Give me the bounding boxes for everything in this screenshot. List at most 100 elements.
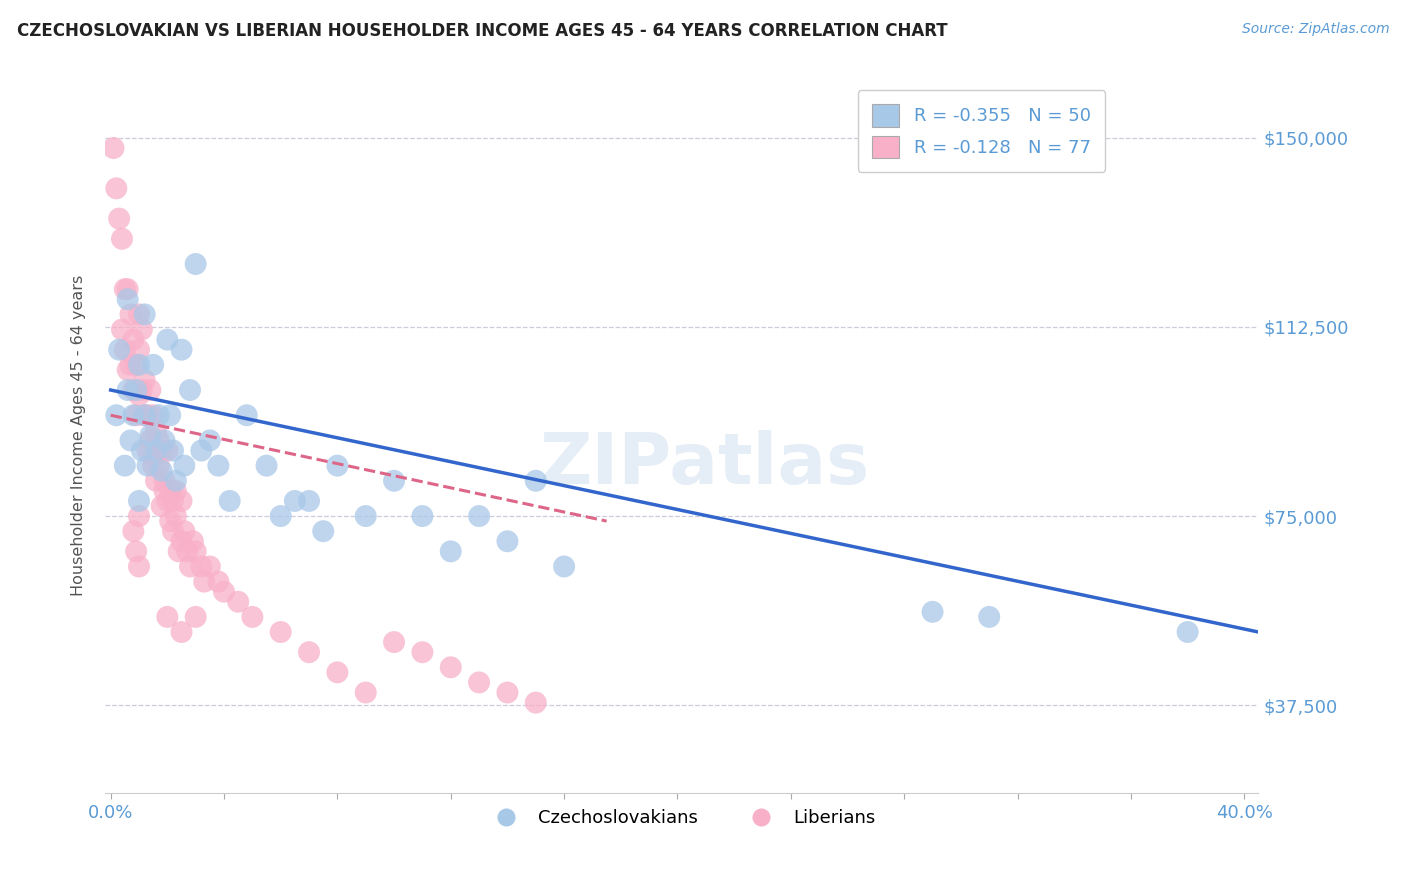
Point — [326, 665, 349, 680]
Point — [382, 474, 405, 488]
Point — [105, 181, 128, 195]
Point — [176, 544, 198, 558]
Point — [125, 544, 148, 558]
Point — [524, 696, 547, 710]
Point — [153, 474, 176, 488]
Point — [139, 383, 162, 397]
Point — [111, 232, 134, 246]
Point — [167, 544, 190, 558]
Point — [139, 428, 162, 442]
Point — [411, 509, 433, 524]
Point — [440, 544, 463, 558]
Point — [218, 494, 240, 508]
Point — [298, 494, 321, 508]
Point — [170, 625, 193, 640]
Point — [120, 307, 142, 321]
Text: Source: ZipAtlas.com: Source: ZipAtlas.com — [1241, 22, 1389, 37]
Point — [108, 343, 131, 357]
Point — [117, 282, 139, 296]
Point — [162, 443, 184, 458]
Point — [108, 211, 131, 226]
Point — [184, 544, 207, 558]
Point — [170, 343, 193, 357]
Point — [165, 483, 187, 498]
Point — [921, 605, 943, 619]
Point — [173, 524, 195, 538]
Point — [142, 409, 165, 423]
Point — [524, 474, 547, 488]
Point — [159, 483, 181, 498]
Point — [181, 534, 204, 549]
Point — [212, 584, 235, 599]
Point — [131, 383, 153, 397]
Point — [468, 509, 491, 524]
Point — [128, 307, 150, 321]
Point — [136, 443, 159, 458]
Point — [142, 358, 165, 372]
Point — [125, 358, 148, 372]
Point — [131, 443, 153, 458]
Point — [117, 363, 139, 377]
Point — [162, 524, 184, 538]
Point — [226, 595, 249, 609]
Point — [134, 307, 156, 321]
Point — [128, 343, 150, 357]
Point — [150, 443, 173, 458]
Point — [125, 409, 148, 423]
Point — [284, 494, 307, 508]
Text: ZIPatlas: ZIPatlas — [540, 430, 870, 499]
Point — [103, 141, 125, 155]
Point — [354, 509, 377, 524]
Point — [136, 409, 159, 423]
Point — [162, 494, 184, 508]
Point — [128, 494, 150, 508]
Point — [150, 464, 173, 478]
Point — [270, 625, 292, 640]
Point — [145, 443, 167, 458]
Point — [156, 333, 179, 347]
Point — [117, 293, 139, 307]
Point — [411, 645, 433, 659]
Point — [354, 685, 377, 699]
Point — [139, 434, 162, 448]
Point — [179, 559, 201, 574]
Point — [122, 524, 145, 538]
Point — [142, 458, 165, 473]
Point — [553, 559, 575, 574]
Point — [979, 610, 1001, 624]
Point — [120, 358, 142, 372]
Point — [184, 257, 207, 271]
Point — [440, 660, 463, 674]
Point — [148, 434, 170, 448]
Point — [207, 574, 229, 589]
Point — [142, 449, 165, 463]
Point — [125, 383, 148, 397]
Point — [105, 409, 128, 423]
Point — [170, 494, 193, 508]
Point — [120, 434, 142, 448]
Point — [159, 514, 181, 528]
Point — [148, 458, 170, 473]
Point — [190, 443, 212, 458]
Point — [468, 675, 491, 690]
Point — [190, 559, 212, 574]
Point — [111, 322, 134, 336]
Point — [207, 458, 229, 473]
Point — [150, 499, 173, 513]
Point — [326, 458, 349, 473]
Point — [165, 509, 187, 524]
Point — [114, 458, 136, 473]
Point — [156, 443, 179, 458]
Point — [184, 610, 207, 624]
Point — [170, 534, 193, 549]
Point — [134, 373, 156, 387]
Y-axis label: Householder Income Ages 45 - 64 years: Householder Income Ages 45 - 64 years — [72, 275, 86, 596]
Point — [134, 409, 156, 423]
Point — [198, 559, 221, 574]
Point — [240, 610, 263, 624]
Point — [122, 383, 145, 397]
Point — [156, 610, 179, 624]
Point — [128, 559, 150, 574]
Point — [117, 383, 139, 397]
Point — [131, 322, 153, 336]
